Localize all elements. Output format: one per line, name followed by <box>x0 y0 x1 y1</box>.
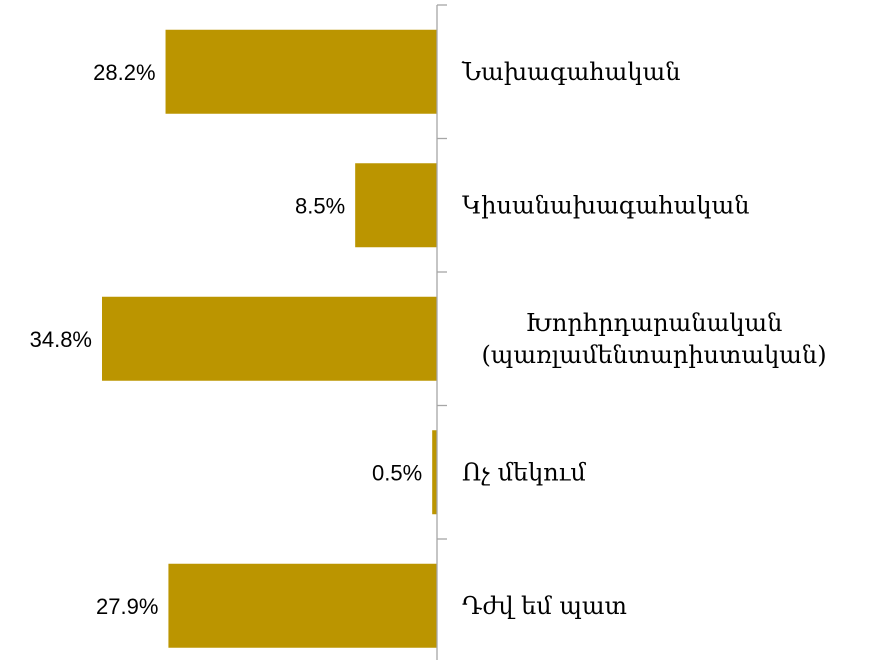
value-label: 27.9% <box>96 594 158 619</box>
category-label: Խորհրդարանական <box>526 309 783 337</box>
bar <box>168 563 437 648</box>
bar <box>432 430 437 515</box>
category-label: Ոչ մեկում <box>462 458 586 486</box>
category-label: Դժվ եմ պատ <box>462 592 627 620</box>
category-labels: Նախագահական Կիսանախագահական Խորհրդարանական… <box>461 58 827 620</box>
bar <box>355 163 437 248</box>
category-label: (պառլամենտարիստական) <box>481 341 826 369</box>
bar <box>165 29 437 114</box>
category-label: Կիսանախագահական <box>462 191 749 219</box>
value-label: 8.5% <box>295 193 345 218</box>
value-label: 0.5% <box>372 460 422 485</box>
value-labels: 28.2% 8.5% 34.8% 0.5% 27.9% <box>30 60 423 619</box>
category-label: Նախագահական <box>461 58 681 86</box>
axis-ticks <box>437 4 447 540</box>
bars <box>102 29 437 648</box>
bar <box>102 296 437 381</box>
value-label: 34.8% <box>30 327 92 352</box>
value-label: 28.2% <box>93 60 155 85</box>
